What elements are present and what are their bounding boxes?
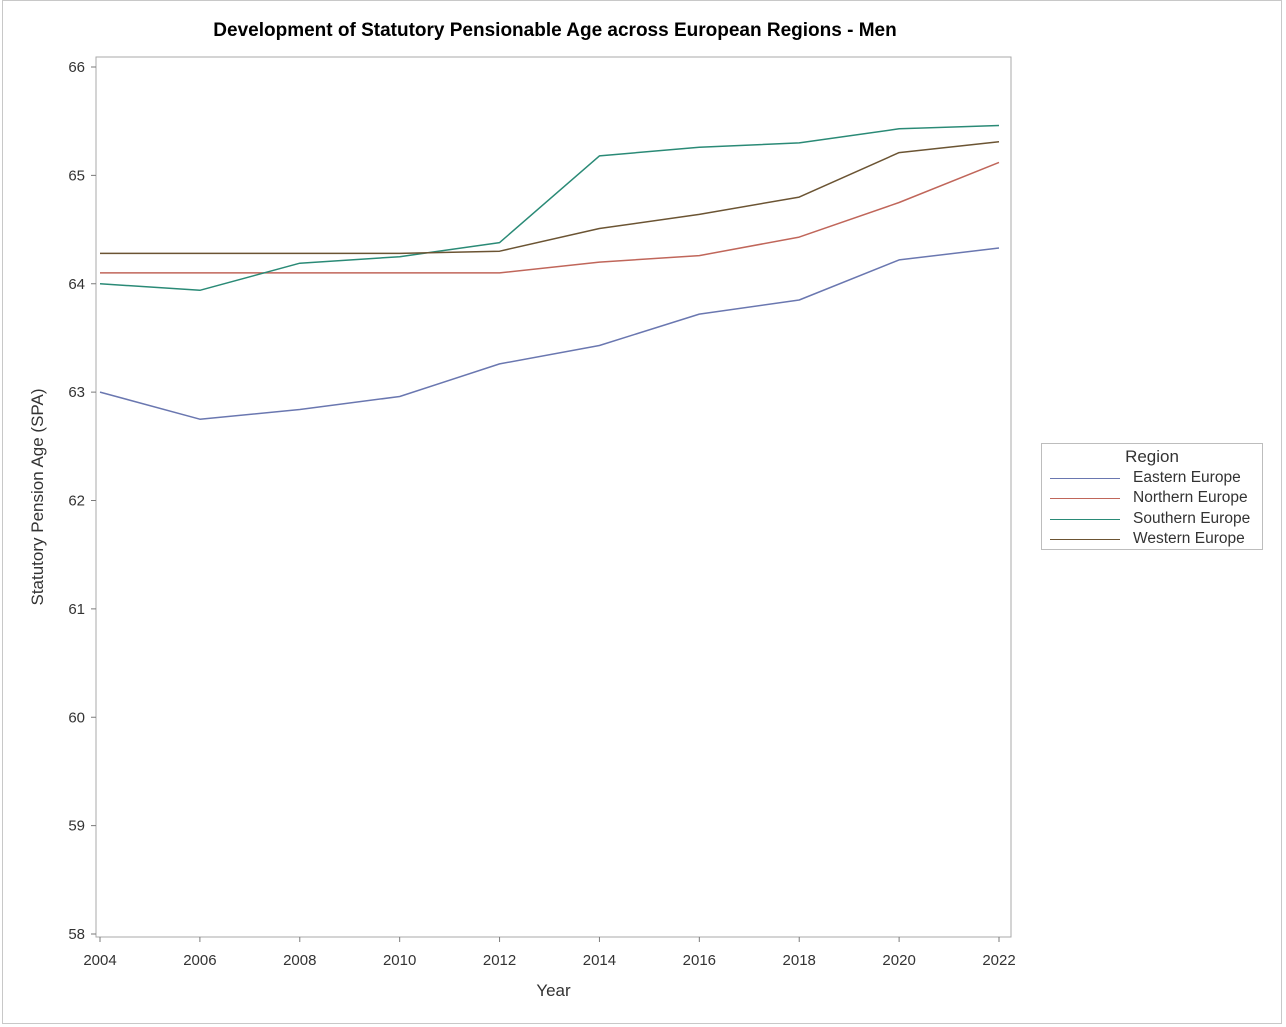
- y-tick-label: 59: [68, 818, 85, 835]
- series-layer: [99, 124, 1000, 420]
- x-tick-label: 2014: [583, 952, 616, 969]
- y-tick-label: 60: [68, 709, 85, 726]
- legend-item-northern-europe: Northern Europe: [1050, 489, 1248, 507]
- legend-item-southern-europe: Southern Europe: [1050, 510, 1250, 528]
- x-tick-label: 2006: [183, 952, 216, 969]
- y-tick-label: 66: [68, 59, 85, 76]
- y-tick-label: 65: [68, 167, 85, 184]
- series-line-western-europe: [100, 141, 1000, 255]
- legend-item-western-europe: Western Europe: [1050, 530, 1245, 548]
- legend-swatch: [1050, 497, 1120, 499]
- x-tick-label: 2018: [783, 952, 816, 969]
- legend: Region Eastern Europe Northern Europe So…: [1041, 443, 1263, 550]
- y-axis-label: Statutory Pension Age (SPA): [28, 388, 47, 605]
- x-axis: 2004 2006 2008 2010 2012 2014 2016 2018 2020 2022: [83, 937, 1016, 969]
- x-tick-label: 2022: [982, 952, 1015, 969]
- y-axis: 58 59 60 61 62 63 64 65 66: [68, 59, 96, 943]
- series-line-eastern-europe: [99, 247, 1000, 420]
- legend-swatch: [1050, 477, 1120, 479]
- legend-title: Region: [1125, 447, 1179, 466]
- x-tick-label: 2008: [283, 952, 316, 969]
- legend-swatch: [1050, 538, 1120, 540]
- y-tick-label: 63: [68, 384, 85, 401]
- series-line-southern-europe: [99, 124, 1000, 292]
- chart-title: Development of Statutory Pensionable Age…: [213, 20, 897, 41]
- legend-label: Southern Europe: [1133, 510, 1251, 527]
- legend-label: Western Europe: [1133, 530, 1245, 547]
- legend-label: Eastern Europe: [1133, 469, 1241, 486]
- x-tick-label: 2004: [83, 952, 116, 969]
- legend-item-eastern-europe: Eastern Europe: [1050, 469, 1241, 487]
- x-tick-label: 2010: [383, 952, 416, 969]
- x-tick-label: 2012: [483, 952, 516, 969]
- x-tick-label: 2016: [683, 952, 716, 969]
- x-tick-label: 2020: [882, 952, 915, 969]
- legend-label: Northern Europe: [1133, 489, 1248, 506]
- plot-area: [95, 56, 1012, 938]
- legend-swatch: [1050, 518, 1120, 520]
- series-line-northern-europe: [100, 161, 1000, 274]
- y-tick-label: 58: [68, 926, 85, 943]
- x-axis-label: Year: [536, 981, 571, 1000]
- y-tick-label: 62: [68, 493, 85, 510]
- y-tick-label: 61: [68, 601, 85, 618]
- y-tick-label: 64: [68, 276, 85, 293]
